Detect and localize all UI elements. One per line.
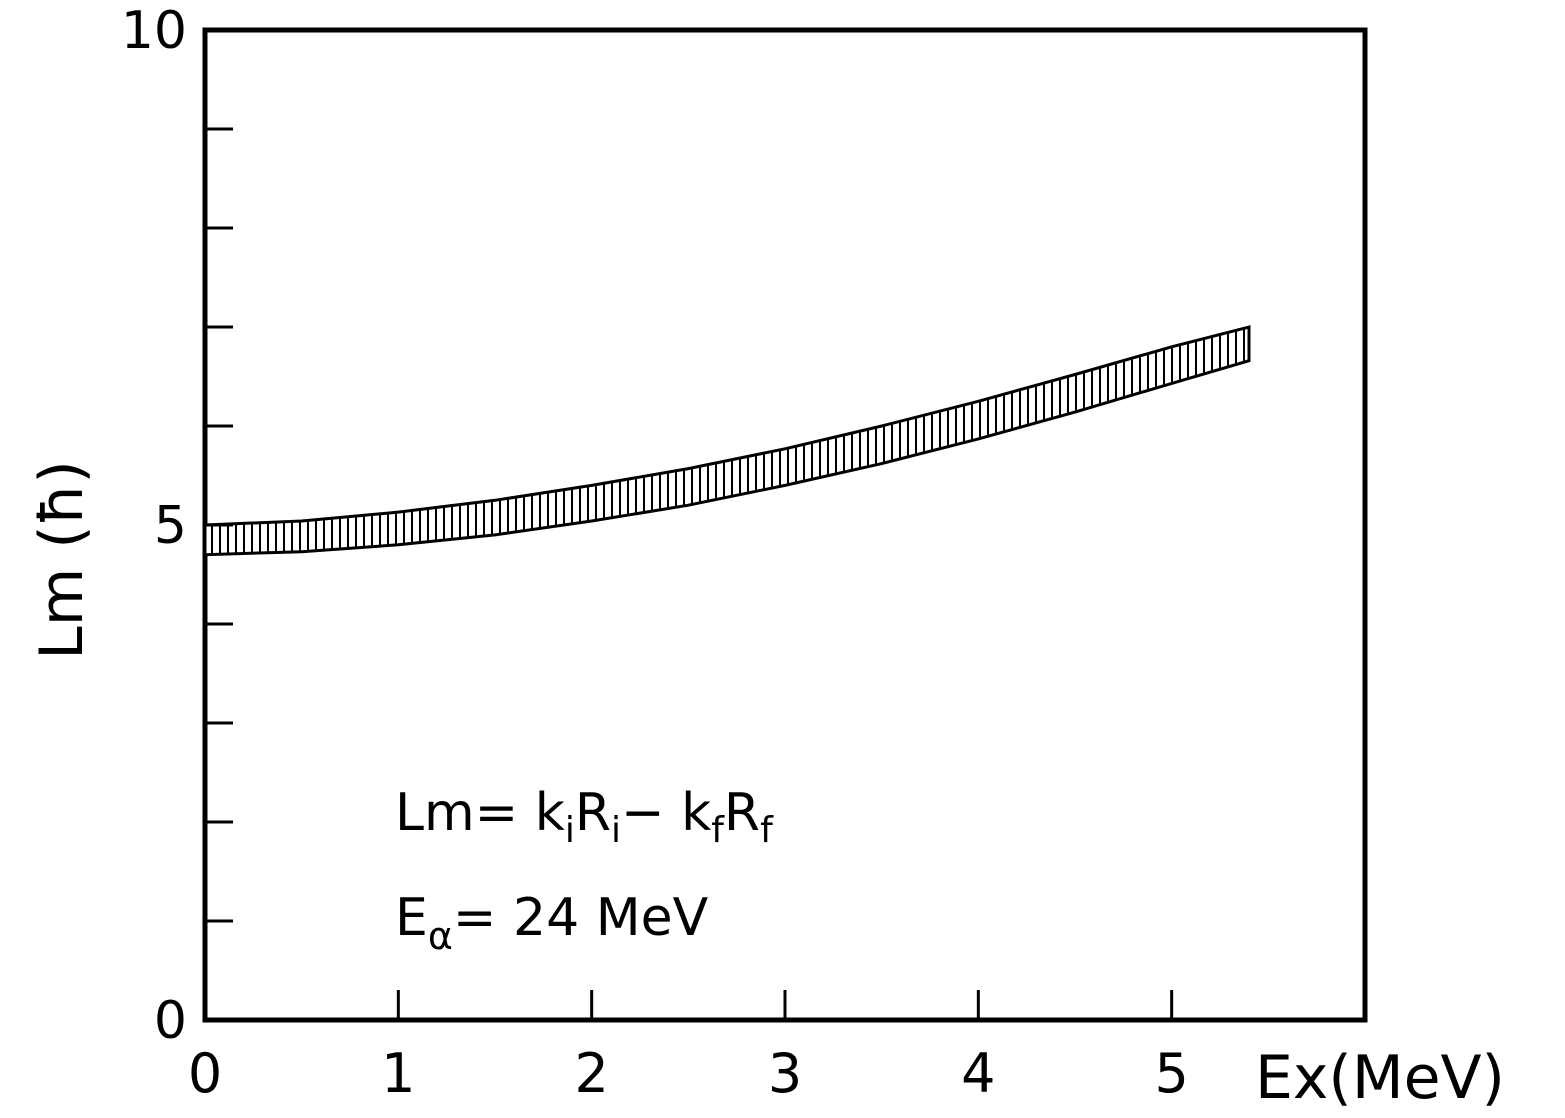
- lm-band-0: [203, 325, 1251, 557]
- y-axis-label: Lm (ħ): [27, 460, 97, 659]
- x-tick-label: 4: [961, 1042, 995, 1105]
- x-tick-label: 0: [188, 1042, 222, 1105]
- y-tick-label: 10: [121, 1, 187, 61]
- energy-annotation: Eα= 24 MeV: [395, 888, 709, 958]
- y-tick-label: 0: [154, 991, 187, 1051]
- x-tick-label: 2: [574, 1042, 608, 1105]
- x-tick-label: 5: [1154, 1042, 1188, 1105]
- y-tick-label: 5: [154, 496, 187, 556]
- formula-annotation: Lm= kiRi− kfRf: [395, 783, 774, 851]
- x-tick-label: 1: [381, 1042, 415, 1105]
- x-axis-label: Ex(MeV): [1255, 1043, 1505, 1113]
- x-tick-label: 3: [768, 1042, 802, 1105]
